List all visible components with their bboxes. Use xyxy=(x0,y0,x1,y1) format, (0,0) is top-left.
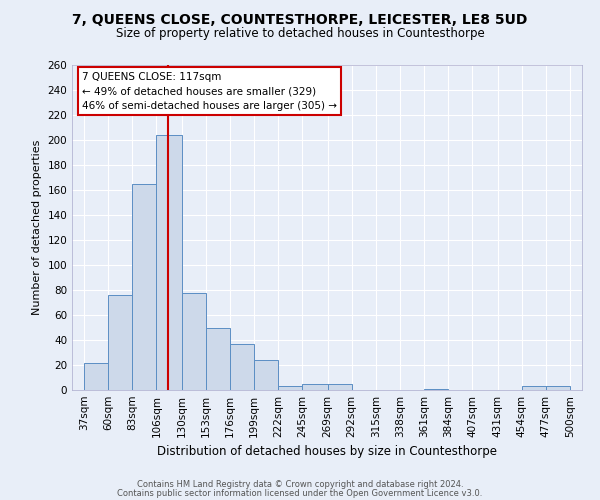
Y-axis label: Number of detached properties: Number of detached properties xyxy=(32,140,42,315)
Text: 7 QUEENS CLOSE: 117sqm
← 49% of detached houses are smaller (329)
46% of semi-de: 7 QUEENS CLOSE: 117sqm ← 49% of detached… xyxy=(82,72,337,111)
Bar xyxy=(84,362,108,390)
Bar xyxy=(278,386,302,390)
Text: Size of property relative to detached houses in Countesthorpe: Size of property relative to detached ho… xyxy=(116,28,484,40)
Bar xyxy=(328,384,352,390)
Bar xyxy=(424,389,448,390)
X-axis label: Distribution of detached houses by size in Countesthorpe: Distribution of detached houses by size … xyxy=(157,446,497,458)
Bar xyxy=(230,344,254,390)
Text: 7, QUEENS CLOSE, COUNTESTHORPE, LEICESTER, LE8 5UD: 7, QUEENS CLOSE, COUNTESTHORPE, LEICESTE… xyxy=(73,12,527,26)
Bar xyxy=(133,184,157,390)
Text: Contains public sector information licensed under the Open Government Licence v3: Contains public sector information licen… xyxy=(118,488,482,498)
Bar xyxy=(157,135,182,390)
Bar xyxy=(206,328,230,390)
Bar xyxy=(521,386,546,390)
Bar xyxy=(254,360,278,390)
Bar xyxy=(182,292,206,390)
Bar xyxy=(302,384,328,390)
Bar xyxy=(108,295,133,390)
Bar xyxy=(546,386,570,390)
Text: Contains HM Land Registry data © Crown copyright and database right 2024.: Contains HM Land Registry data © Crown c… xyxy=(137,480,463,489)
